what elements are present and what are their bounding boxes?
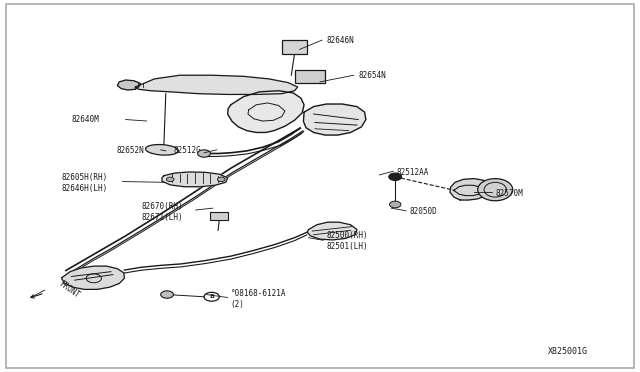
Polygon shape <box>303 104 366 135</box>
FancyBboxPatch shape <box>294 70 325 83</box>
Text: °08168-6121A
(2): °08168-6121A (2) <box>231 289 286 309</box>
Circle shape <box>161 291 173 298</box>
Text: 82640M: 82640M <box>72 115 99 124</box>
Circle shape <box>389 173 401 180</box>
Text: X825001G: X825001G <box>548 347 588 356</box>
Polygon shape <box>450 179 491 200</box>
FancyBboxPatch shape <box>282 40 307 54</box>
Text: 82652N: 82652N <box>116 147 144 155</box>
Text: 82670(RH)
82671(LH): 82670(RH) 82671(LH) <box>141 202 183 222</box>
Polygon shape <box>117 80 140 90</box>
Text: 82500(RH)
82501(LH): 82500(RH) 82501(LH) <box>326 231 368 251</box>
Circle shape <box>390 201 401 208</box>
Text: 82512AA: 82512AA <box>396 168 429 177</box>
Text: 82646N: 82646N <box>326 36 354 45</box>
Ellipse shape <box>145 145 179 155</box>
Circle shape <box>166 177 174 182</box>
Polygon shape <box>162 172 228 187</box>
Ellipse shape <box>477 179 513 201</box>
Text: 82605H(RH)
82646H(LH): 82605H(RH) 82646H(LH) <box>62 173 108 193</box>
Text: 82512G: 82512G <box>173 147 201 155</box>
Text: 82050D: 82050D <box>409 207 437 217</box>
FancyBboxPatch shape <box>211 212 228 220</box>
Text: FRONT: FRONT <box>58 279 81 300</box>
Polygon shape <box>135 75 298 94</box>
Polygon shape <box>228 91 304 132</box>
Circle shape <box>218 177 225 182</box>
Text: B: B <box>209 294 214 299</box>
Text: 82570M: 82570M <box>495 189 523 198</box>
Polygon shape <box>62 266 124 289</box>
Polygon shape <box>307 222 357 240</box>
Circle shape <box>198 150 211 157</box>
Text: 82654N: 82654N <box>358 71 386 80</box>
